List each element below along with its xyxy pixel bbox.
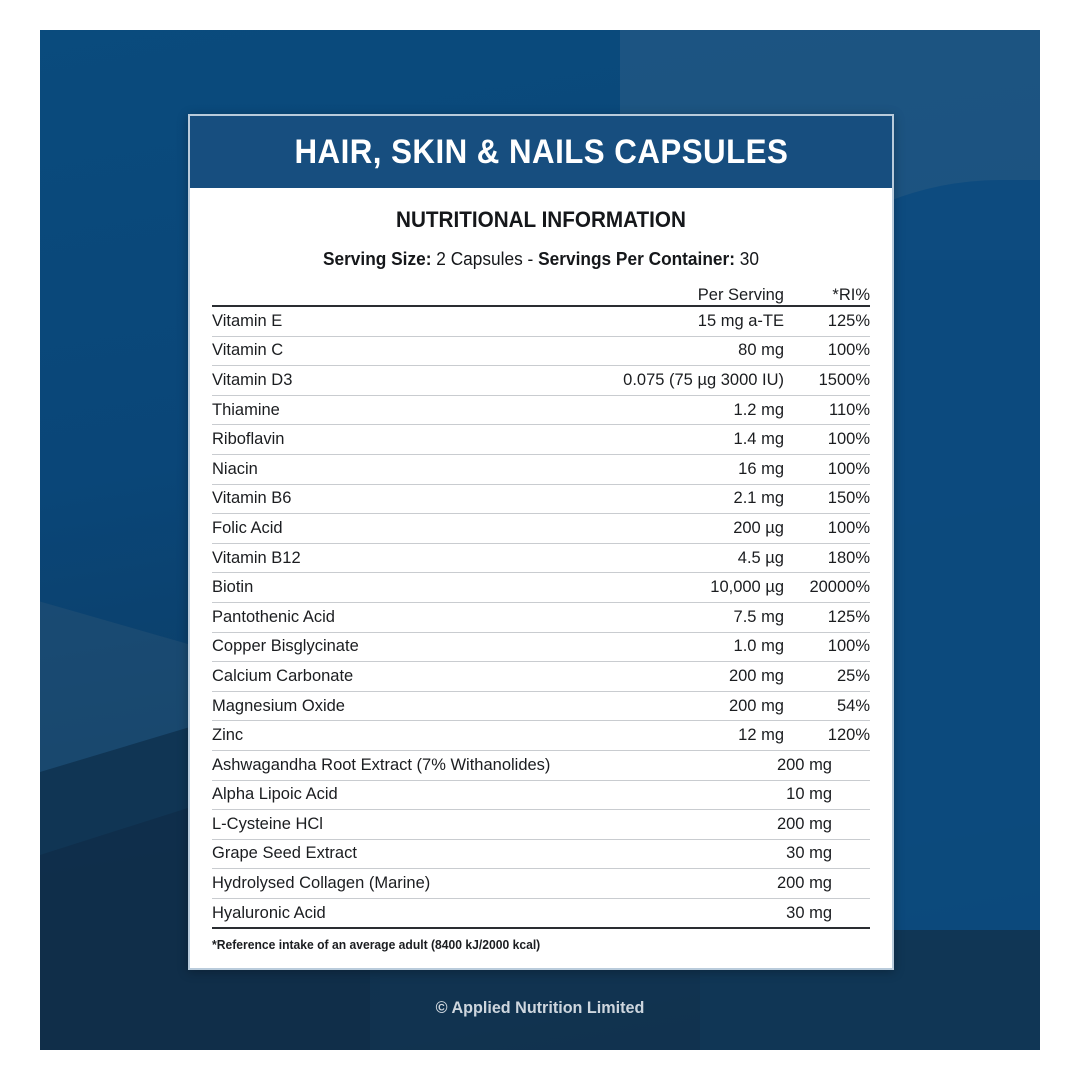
table-header-row: Per Serving *RI% [212, 286, 870, 307]
column-header-per-serving: Per Serving [599, 286, 784, 307]
table-row: Copper Bisglycinate 1.0 mg 100% [212, 632, 870, 663]
nutrient-ri-percent: 100% [784, 424, 870, 455]
table-row: Hydrolysed Collagen (Marine) 200 mg [212, 868, 870, 899]
servings-per-container-label: Servings Per Container: [538, 249, 735, 269]
serving-separator: - [527, 249, 534, 269]
nutrient-per-serving: 200 µg [599, 513, 784, 544]
nutrient-per-serving: 200 mg [599, 691, 784, 722]
nutrient-per-serving: 1.4 mg [599, 424, 784, 455]
nutrient-name: Riboflavin [212, 424, 600, 455]
nutrient-ri-percent: 1500% [784, 365, 870, 396]
table-row: Pantothenic Acid 7.5 mg 125% [212, 602, 870, 633]
nutrient-ri-percent: 125% [784, 602, 870, 633]
nutrient-ri-percent: 120% [784, 720, 870, 751]
nutrition-table: Per Serving *RI% Vitamin E 15 mg a-TE 125%… [212, 286, 870, 930]
nutrient-per-serving: 1.2 mg [599, 395, 784, 426]
nutrient-name: Vitamin B12 [212, 543, 600, 574]
nutrient-per-serving: 0.075 (75 µg 3000 IU) [599, 365, 784, 396]
servings-per-container-value: 30 [739, 249, 760, 269]
nutrient-name: Niacin [212, 454, 600, 485]
label-body: NUTRITIONAL INFORMATION Serving Size: 2 … [190, 207, 892, 952]
nutrient-ri-percent: 100% [784, 632, 870, 663]
table-row: Vitamin D3 0.075 (75 µg 3000 IU) 1500% [212, 365, 870, 396]
nutrient-name: Vitamin E [212, 306, 600, 337]
table-row: Vitamin B6 2.1 mg 150% [212, 484, 870, 515]
table-row: Grape Seed Extract 30 mg [212, 839, 870, 870]
table-row: Thiamine 1.2 mg 110% [212, 395, 870, 426]
nutrient-per-serving: 7.5 mg [599, 602, 784, 633]
serving-size-label: Serving Size: [322, 249, 432, 269]
nutrient-per-serving: 200 mg [599, 750, 870, 781]
nutrient-per-serving: 4.5 µg [599, 543, 784, 574]
nutrient-name: Grape Seed Extract [212, 839, 600, 870]
nutrient-name: Vitamin D3 [212, 365, 600, 396]
nutrient-ri-percent: 100% [784, 336, 870, 367]
nutrient-ri-percent: 125% [784, 306, 870, 337]
table-row: Niacin 16 mg 100% [212, 454, 870, 485]
nutrient-ri-percent: 110% [784, 395, 870, 426]
nutrient-per-serving: 12 mg [599, 720, 784, 751]
nutrition-table-head: Per Serving *RI% [212, 286, 870, 307]
nutrient-name: Alpha Lipoic Acid [212, 780, 600, 811]
nutrient-ri-percent: 25% [784, 661, 870, 692]
nutrient-ri-percent: 150% [784, 484, 870, 515]
nutrient-per-serving: 16 mg [599, 454, 784, 485]
nutrient-ri-percent: 100% [784, 454, 870, 485]
nutrient-name: L-Cysteine HCl [212, 809, 600, 840]
copyright-notice: © Applied Nutrition Limited [435, 998, 645, 1017]
nutrient-ri-percent: 180% [784, 543, 870, 574]
column-header-ri: *RI% [784, 286, 870, 307]
serving-info-line: Serving Size: 2 Capsules - Servings Per … [225, 249, 857, 270]
nutrient-name: Vitamin B6 [212, 484, 600, 515]
reference-intake-footnote: *Reference intake of an average adult (8… [212, 938, 541, 953]
serving-size-value: 2 Capsules [436, 249, 523, 269]
nutrient-name: Hydrolysed Collagen (Marine) [212, 868, 600, 899]
nutrient-name: Biotin [212, 572, 600, 603]
nutrient-name: Copper Bisglycinate [212, 632, 600, 663]
nutrient-per-serving: 200 mg [599, 661, 784, 692]
table-row: Vitamin E 15 mg a-TE 125% [212, 306, 870, 337]
nutrition-table-body: Vitamin E 15 mg a-TE 125% Vitamin C 80 mg 100… [212, 306, 870, 930]
poster-canvas: HAIR, SKIN & NAILS CAPSULES NUTRITIONAL … [40, 30, 1040, 1050]
nutrient-per-serving: 200 mg [599, 809, 870, 840]
nutritional-information-heading: NUTRITIONAL INFORMATION [396, 207, 686, 232]
nutrient-name: Ashwagandha Root Extract (7% Withanolide… [212, 750, 600, 781]
table-row: Riboflavin 1.4 mg 100% [212, 424, 870, 455]
nutrient-name: Folic Acid [212, 513, 600, 544]
nutrient-per-serving: 10,000 µg [599, 572, 784, 603]
table-row: L-Cysteine HCl 200 mg [212, 809, 870, 840]
nutrient-per-serving: 15 mg a-TE [599, 306, 784, 337]
nutrient-name: Hyaluronic Acid [212, 898, 600, 930]
nutrient-name: Vitamin C [212, 336, 600, 367]
column-header-nutrient [212, 286, 600, 307]
table-row: Calcium Carbonate 200 mg 25% [212, 661, 870, 692]
nutrition-label-card: HAIR, SKIN & NAILS CAPSULES NUTRITIONAL … [188, 114, 894, 970]
table-row: Biotin 10,000 µg 20000% [212, 572, 870, 603]
product-title: HAIR, SKIN & NAILS CAPSULES [294, 132, 788, 171]
table-row: Zinc 12 mg 120% [212, 720, 870, 751]
table-row: Magnesium Oxide 200 mg 54% [212, 691, 870, 722]
nutrient-name: Pantothenic Acid [212, 602, 600, 633]
table-row: Ashwagandha Root Extract (7% Withanolide… [212, 750, 870, 781]
nutrient-per-serving: 200 mg [599, 868, 870, 899]
table-row: Vitamin B12 4.5 µg 180% [212, 543, 870, 574]
table-row: Hyaluronic Acid 30 mg [212, 898, 870, 930]
nutrient-name: Zinc [212, 720, 600, 751]
label-header-band: HAIR, SKIN & NAILS CAPSULES [190, 116, 892, 188]
table-row: Vitamin C 80 mg 100% [212, 336, 870, 367]
table-row: Alpha Lipoic Acid 10 mg [212, 780, 870, 811]
nutrient-per-serving: 30 mg [599, 898, 870, 930]
nutrient-ri-percent: 20000% [784, 572, 870, 603]
nutrient-name: Calcium Carbonate [212, 661, 600, 692]
table-row: Folic Acid 200 µg 100% [212, 513, 870, 544]
nutrient-per-serving: 30 mg [599, 839, 870, 870]
nutrient-name: Magnesium Oxide [212, 691, 600, 722]
nutrient-per-serving: 80 mg [599, 336, 784, 367]
nutrient-name: Thiamine [212, 395, 600, 426]
nutrient-ri-percent: 100% [784, 513, 870, 544]
nutrient-per-serving: 10 mg [599, 780, 870, 811]
nutrient-per-serving: 1.0 mg [599, 632, 784, 663]
nutrient-per-serving: 2.1 mg [599, 484, 784, 515]
nutrient-ri-percent: 54% [784, 691, 870, 722]
